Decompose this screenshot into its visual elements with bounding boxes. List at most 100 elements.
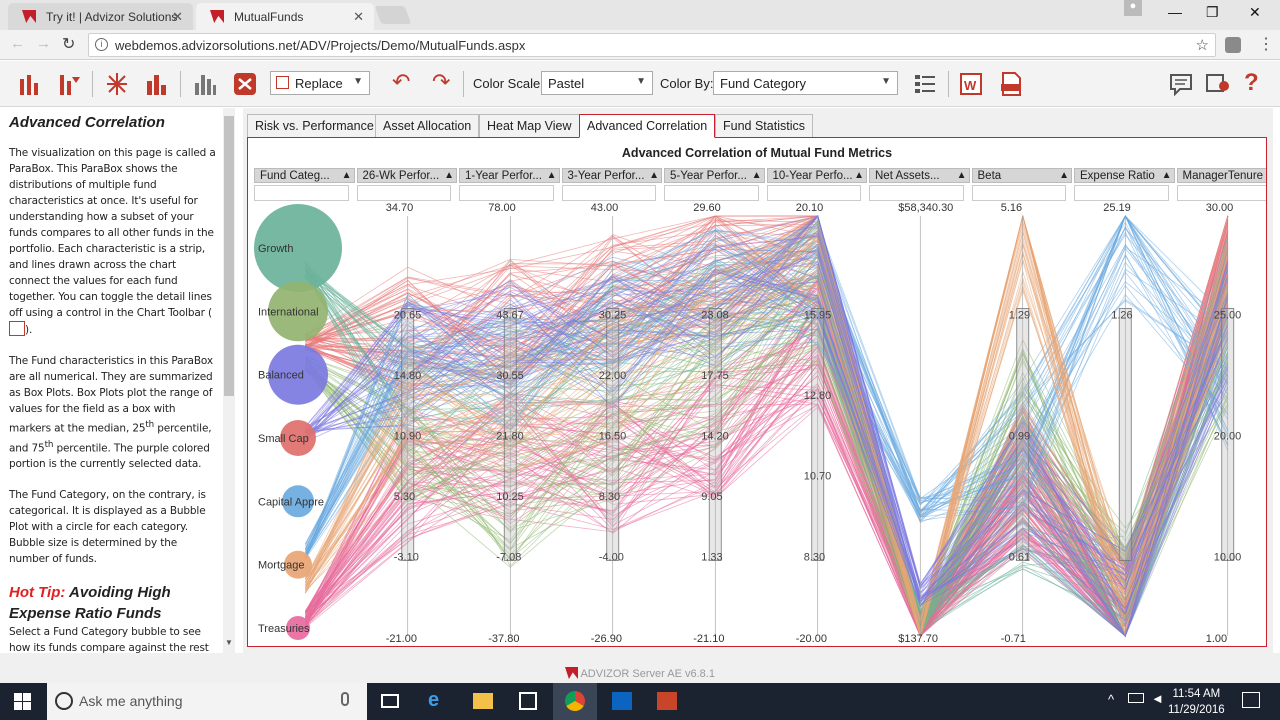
sort-arrow-icon[interactable]: ▲ — [649, 170, 659, 181]
sort-arrow-icon[interactable]: ▲ — [854, 170, 864, 181]
category-bubble[interactable] — [282, 485, 314, 518]
close-tab-icon[interactable]: ✕ — [172, 9, 183, 24]
battery-icon[interactable] — [1128, 693, 1144, 703]
info-icon[interactable]: i — [95, 38, 108, 51]
tab-advanced-correlation[interactable]: Advanced Correlation — [579, 114, 716, 138]
microphone-icon[interactable] — [341, 692, 349, 706]
color-scale-select[interactable]: Pastel ▼ — [541, 71, 653, 95]
column-filter-input[interactable] — [254, 185, 349, 201]
column-chart-icon[interactable] — [144, 71, 170, 97]
volume-icon[interactable]: ◄ — [1151, 691, 1164, 706]
scrollbar-thumb[interactable] — [224, 116, 234, 396]
undo-icon[interactable]: ↶ — [392, 69, 411, 94]
sort-arrow-icon[interactable]: ▲ — [341, 170, 352, 181]
category-bubble[interactable] — [284, 550, 312, 579]
cortana-search-box[interactable]: Ask me anything — [47, 683, 367, 720]
forward-icon[interactable]: → — [36, 35, 51, 52]
replace-select[interactable]: Replace ▼ — [270, 71, 370, 95]
maximize-icon[interactable]: ❐ — [1206, 4, 1219, 20]
file-explorer-icon[interactable] — [473, 693, 493, 709]
tab-heat-map-view[interactable]: Heat Map View — [479, 114, 580, 138]
column-filter-input[interactable] — [356, 185, 451, 201]
sort-arrow-icon[interactable]: ▲ — [1161, 170, 1172, 181]
column-filter-input[interactable] — [766, 185, 861, 201]
reload-icon[interactable]: ↻ — [62, 36, 76, 53]
back-icon[interactable]: ← — [10, 35, 25, 52]
browser-tab-advizor[interactable]: Try it! | Advizor Solutions ✕ — [8, 3, 193, 30]
address-bar[interactable]: i webdemos.advizorsolutions.net/ADV/Proj… — [88, 33, 1216, 57]
user-icon[interactable]: ● — [1124, 0, 1142, 16]
sort-arrow-icon[interactable]: ▲ — [956, 170, 967, 181]
tab-fund-statistics[interactable]: Fund Statistics — [715, 114, 813, 138]
column-header[interactable]: 3-Year Perfor... ▲ — [561, 168, 662, 183]
notification-icon[interactable] — [1242, 692, 1260, 708]
column-filter-input[interactable] — [664, 185, 759, 201]
scroll-down-icon[interactable]: ▼ — [225, 638, 233, 647]
extension-icon[interactable] — [1225, 37, 1241, 53]
tray-chevron-up-icon[interactable]: ^ — [1108, 692, 1115, 707]
column-filter-input[interactable] — [971, 185, 1066, 201]
column-header[interactable]: ManagerTenure▲ — [1176, 168, 1266, 183]
category-bubble[interactable] — [286, 616, 310, 640]
task-view-icon[interactable] — [381, 694, 399, 708]
annotation-pin-icon[interactable] — [1205, 71, 1231, 97]
sort-arrow-icon[interactable]: ▲ — [1264, 169, 1266, 182]
close-window-icon[interactable]: ✕ — [1249, 4, 1261, 20]
column-header[interactable]: Beta ▲ — [971, 168, 1072, 183]
new-tab-button[interactable] — [374, 6, 412, 24]
minimize-icon[interactable]: — — [1168, 4, 1182, 20]
export-word-icon[interactable]: W — [958, 71, 984, 97]
burst-chart-icon[interactable] — [104, 71, 130, 97]
column-header[interactable]: Expense Ratio ▲ — [1074, 168, 1175, 183]
browser-tab-mutualfunds[interactable]: MutualFunds ✕ — [196, 3, 374, 30]
comment-icon[interactable] — [1168, 71, 1194, 97]
box-plot[interactable] — [708, 307, 722, 561]
export-pdf-icon[interactable] — [998, 71, 1024, 97]
column-header[interactable]: 26-Wk Perfor... ▲ — [356, 168, 457, 183]
menu-icon[interactable]: ⋮ — [1258, 36, 1274, 53]
sort-arrow-icon[interactable]: ▲ — [751, 170, 762, 181]
sort-arrow-icon[interactable]: ▲ — [444, 170, 454, 181]
tab-risk-vs-performance[interactable]: Risk vs. Performance — [247, 114, 382, 138]
column-filter-input[interactable] — [561, 185, 656, 201]
column-filter-input[interactable] — [1074, 185, 1169, 201]
bar-chart-icon[interactable] — [16, 71, 42, 97]
box-plot[interactable] — [1221, 307, 1235, 561]
column-header[interactable]: 1-Year Perfor... ▲ — [459, 168, 560, 183]
box-plot[interactable] — [503, 307, 517, 561]
category-bubble[interactable] — [268, 344, 328, 405]
redo-icon[interactable]: ↷ — [432, 69, 451, 94]
column-filter-input[interactable] — [1176, 185, 1266, 201]
sidebar-scrollbar[interactable]: ▼ — [223, 108, 235, 653]
column-filter-input[interactable] — [459, 185, 554, 201]
column-filter-input[interactable] — [869, 185, 964, 201]
store-icon[interactable] — [519, 692, 537, 710]
toggle-detail-lines-icon[interactable] — [232, 71, 258, 97]
category-bubble[interactable] — [268, 281, 328, 342]
column-header[interactable]: Fund Categ... ▲ — [254, 168, 355, 183]
sort-bar-icon[interactable] — [56, 71, 82, 97]
box-plot[interactable] — [1016, 307, 1030, 561]
color-by-select[interactable]: Fund Category ▼ — [713, 71, 898, 95]
column-header[interactable]: 10-Year Perfo... ▲ — [766, 168, 867, 183]
column-header[interactable]: 5-Year Perfor... ▲ — [664, 168, 765, 183]
column-header[interactable]: Net Assets... ▲ — [869, 168, 970, 183]
windows-start-icon[interactable] — [14, 693, 31, 710]
bookmark-star-icon[interactable]: ☆ — [1195, 37, 1209, 54]
help-icon[interactable]: ? — [1244, 69, 1259, 96]
histogram-icon[interactable] — [192, 71, 218, 97]
tab-asset-allocation[interactable]: Asset Allocation — [375, 114, 480, 138]
box-plot[interactable] — [401, 307, 415, 561]
close-tab-icon[interactable]: ✕ — [353, 9, 364, 24]
edge-icon[interactable]: e — [428, 689, 440, 711]
sort-arrow-icon[interactable]: ▲ — [1059, 170, 1069, 181]
category-bubble[interactable] — [254, 204, 342, 292]
sort-arrow-icon[interactable]: ▲ — [546, 170, 557, 181]
parabox-plot[interactable]: Growth International Balanced Small Cap Capi… — [248, 138, 1267, 647]
category-bubble[interactable] — [280, 420, 316, 456]
system-clock[interactable]: 11:54 AM 11/29/2016 — [1168, 686, 1225, 718]
box-plot[interactable] — [606, 307, 620, 561]
box-plot[interactable] — [811, 307, 825, 561]
outlook-icon[interactable] — [612, 692, 632, 710]
powerpoint-icon[interactable] — [657, 692, 677, 710]
